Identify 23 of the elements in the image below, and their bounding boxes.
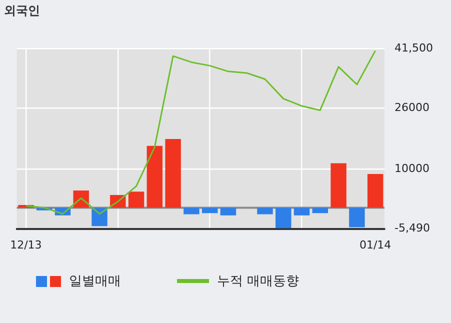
bar	[184, 208, 200, 214]
x-tick-label: 12/13	[10, 238, 42, 252]
chart-title: 외국인	[4, 3, 40, 18]
y-tick-label: 10000	[394, 162, 430, 176]
legend-label: 일별매매	[69, 273, 121, 290]
bar	[294, 208, 310, 216]
bar	[367, 174, 384, 208]
bar	[92, 208, 108, 226]
y-tick-label: -5,490	[394, 222, 430, 235]
bar	[128, 192, 144, 208]
bar	[257, 208, 273, 214]
y-tick-label: 26000	[394, 100, 430, 114]
x-tick-label: 01/14	[359, 238, 392, 252]
bar	[202, 208, 218, 214]
legend-label: 누적 매매동향	[217, 273, 300, 290]
bar	[349, 208, 365, 228]
y-tick-label: 41,500	[394, 41, 434, 54]
bar	[330, 163, 346, 208]
bar	[165, 139, 181, 208]
bar	[146, 146, 163, 208]
bar	[312, 208, 328, 214]
bar	[276, 208, 292, 228]
bar	[220, 208, 236, 216]
